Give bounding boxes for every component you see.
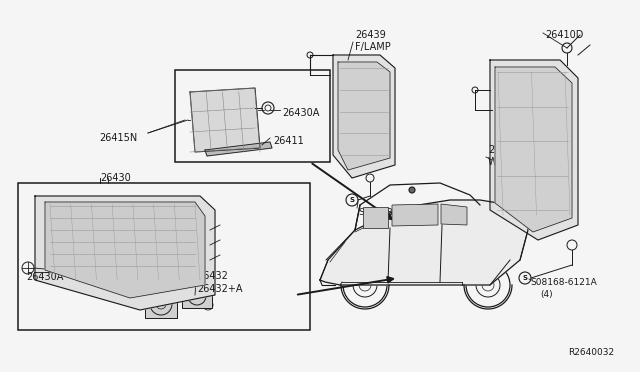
Polygon shape xyxy=(392,204,438,226)
Polygon shape xyxy=(441,204,467,225)
Text: 26430A: 26430A xyxy=(26,272,63,282)
Text: S08168-6121A: S08168-6121A xyxy=(358,208,425,217)
Text: (4): (4) xyxy=(540,290,552,299)
Polygon shape xyxy=(495,67,572,232)
Text: S08168-6121A: S08168-6121A xyxy=(530,278,596,287)
Polygon shape xyxy=(363,207,388,228)
Text: S: S xyxy=(522,275,527,281)
Polygon shape xyxy=(333,55,395,178)
Bar xyxy=(145,290,177,318)
Polygon shape xyxy=(338,62,390,170)
Text: F/LAMP: F/LAMP xyxy=(355,42,391,52)
Polygon shape xyxy=(205,142,272,156)
Text: W/O LAMP: W/O LAMP xyxy=(488,157,538,167)
Polygon shape xyxy=(190,88,260,152)
Text: 26432+A: 26432+A xyxy=(197,284,243,294)
Text: 26430A: 26430A xyxy=(282,108,319,118)
Text: S: S xyxy=(349,197,355,203)
Polygon shape xyxy=(320,200,528,285)
Bar xyxy=(18,183,310,330)
Text: 26410D: 26410D xyxy=(545,30,584,40)
Text: 26430: 26430 xyxy=(100,173,131,183)
Text: 26432: 26432 xyxy=(197,271,228,281)
Polygon shape xyxy=(35,196,215,310)
Text: 26439: 26439 xyxy=(488,145,519,155)
Text: 26439: 26439 xyxy=(355,30,386,40)
Text: 26411: 26411 xyxy=(273,136,304,146)
Text: R2640032: R2640032 xyxy=(568,348,614,357)
Circle shape xyxy=(409,187,415,193)
Bar xyxy=(175,70,330,162)
Bar xyxy=(182,283,212,308)
Text: 26415N: 26415N xyxy=(100,133,138,143)
Polygon shape xyxy=(490,60,578,240)
Text: (2): (2) xyxy=(368,219,381,228)
Polygon shape xyxy=(45,202,205,298)
